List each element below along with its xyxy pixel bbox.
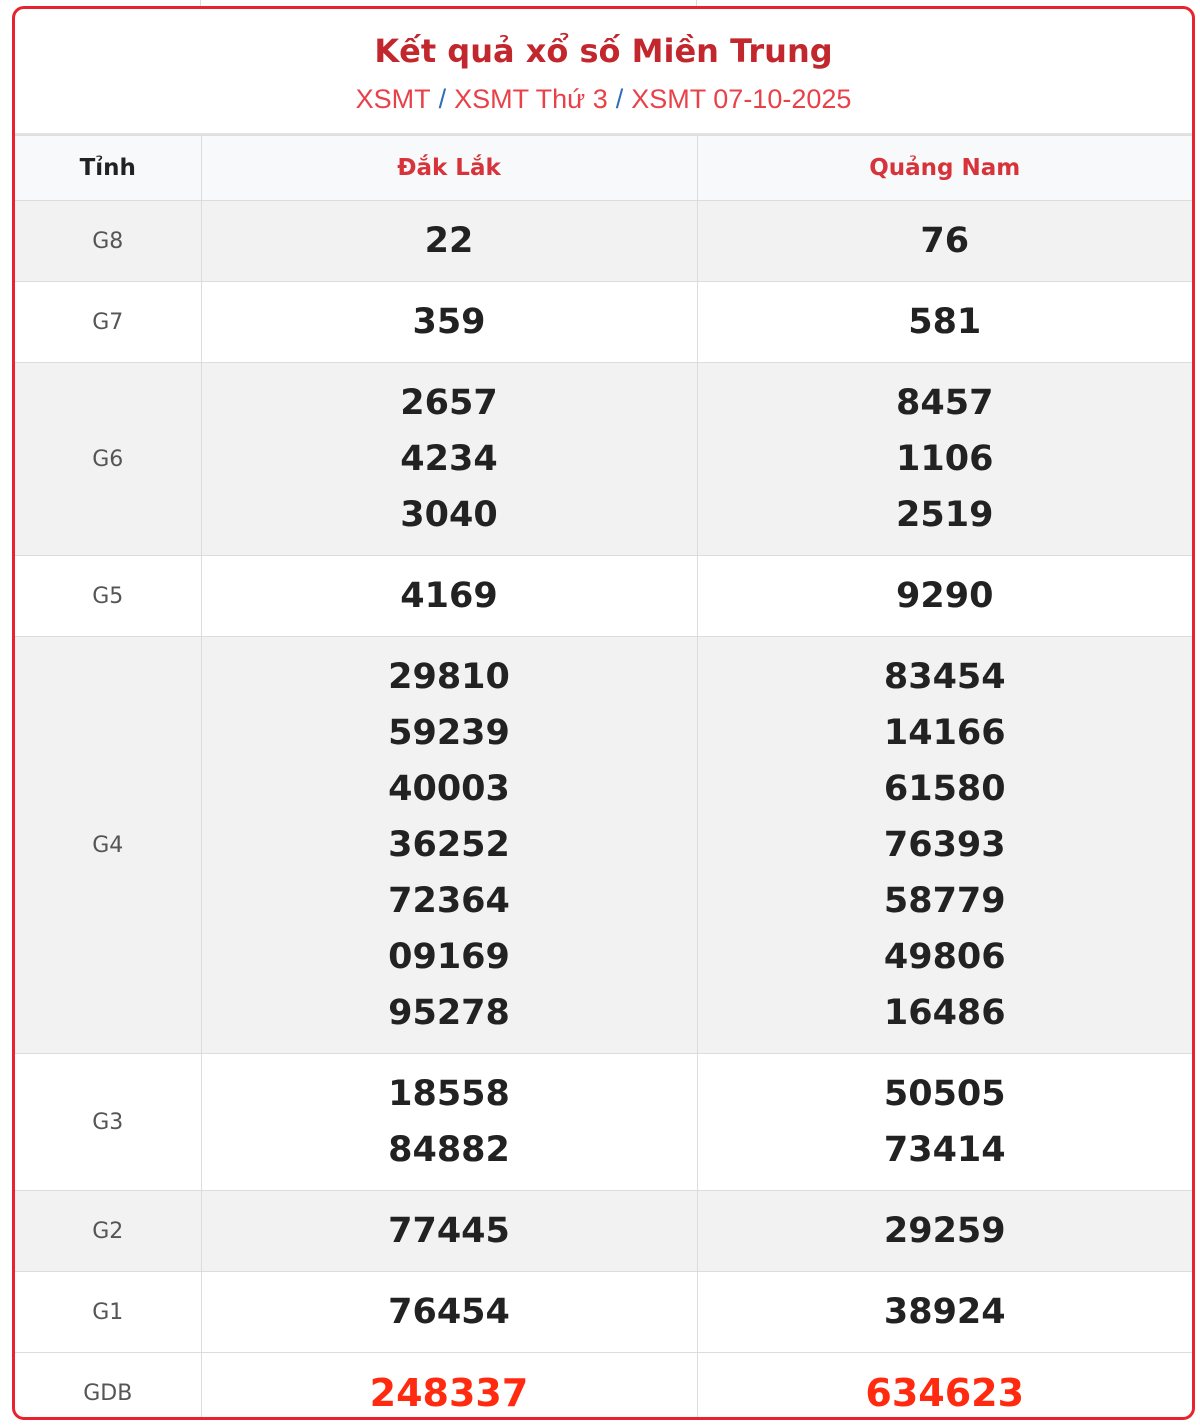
prize-number: 09169	[388, 937, 510, 977]
prize-number: 36252	[388, 825, 510, 865]
result-cell-quang-nam: 83454 14166 61580 76393 58779 49806 16486	[696, 636, 1192, 1054]
prize-number: 9290	[896, 576, 994, 616]
results-table: Tỉnh Đắk Lắk Quảng Nam G8 22 76 G7 359 581 G6 2…	[15, 135, 1192, 1417]
breadcrumb-xsmt-thu-3[interactable]: XSMT Thứ 3	[454, 84, 608, 114]
page-title: Kết quả xổ số Miền Trung	[374, 32, 833, 70]
card-header: Kết quả xổ số Miền Trung XSMT / XSMT Thứ 3…	[15, 9, 1192, 135]
prize-number: 73414	[883, 1130, 1006, 1170]
prize-number: 77445	[388, 1211, 510, 1251]
prize-number: 16486	[883, 993, 1006, 1033]
prize-label: G7	[15, 281, 202, 363]
prize-number: 2519	[896, 495, 994, 535]
result-cell-quang-nam: 634623	[696, 1352, 1192, 1417]
table-row: GDB 248337 634623	[15, 1352, 1192, 1417]
prize-number: 14166	[883, 713, 1006, 753]
result-cell-quang-nam: 38924	[696, 1271, 1192, 1353]
prize-number: 76393	[883, 825, 1006, 865]
prize-number: 4169	[400, 576, 498, 616]
prize-label: G5	[15, 555, 202, 637]
prize-number: 59239	[388, 713, 510, 753]
prize-label: G2	[15, 1190, 202, 1272]
column-header-quang-nam[interactable]: Quảng Nam	[696, 135, 1192, 201]
prize-label: GDB	[15, 1352, 202, 1417]
prize-label: G6	[15, 362, 202, 556]
result-cell-quang-nam: 581	[696, 281, 1192, 363]
result-cell-quang-nam: 76	[696, 200, 1192, 282]
results-card: Kết quả xổ số Miền Trung XSMT / XSMT Thứ 3…	[12, 6, 1195, 1420]
result-cell-dak-lak: 77445	[200, 1190, 698, 1272]
result-cell-dak-lak: 359	[200, 281, 698, 363]
table-row: G3 18558 84882 50505 73414	[15, 1053, 1192, 1191]
prize-label: G4	[15, 636, 202, 1054]
breadcrumb-separator: /	[438, 84, 447, 114]
prize-number: 581	[908, 302, 982, 342]
result-cell-quang-nam: 50505 73414	[696, 1053, 1192, 1191]
prize-label: G1	[15, 1271, 202, 1353]
result-cell-dak-lak: 76454	[200, 1271, 698, 1353]
breadcrumb-separator: /	[615, 84, 624, 114]
table-row: G1 76454 38924	[15, 1271, 1192, 1353]
special-prize-number: 634623	[865, 1371, 1025, 1415]
prize-number: 58779	[883, 881, 1006, 921]
prize-number: 76	[920, 221, 970, 261]
prize-number: 38924	[883, 1292, 1006, 1332]
prize-number: 50505	[883, 1074, 1006, 1114]
result-cell-quang-nam: 8457 1106 2519	[696, 362, 1192, 556]
prize-number: 84882	[388, 1130, 510, 1170]
prize-number: 76454	[388, 1292, 510, 1332]
prize-number: 61580	[883, 769, 1006, 809]
prize-number: 1106	[896, 439, 994, 479]
result-cell-dak-lak: 4169	[200, 555, 698, 637]
result-cell-dak-lak: 2657 4234 3040	[200, 362, 698, 556]
prize-number: 2657	[400, 383, 498, 423]
special-prize-number: 248337	[369, 1371, 529, 1415]
prize-number: 3040	[400, 495, 498, 535]
prize-label: G3	[15, 1053, 202, 1191]
result-cell-dak-lak: 18558 84882	[200, 1053, 698, 1191]
result-cell-quang-nam: 29259	[696, 1190, 1192, 1272]
divider	[200, 0, 201, 6]
table-row: G4 29810 59239 40003 36252 72364 09169 95278 834…	[15, 636, 1192, 1054]
table-row: G8 22 76	[15, 200, 1192, 282]
prize-number: 18558	[388, 1074, 510, 1114]
table-row: G5 4169 9290	[15, 555, 1192, 637]
result-cell-dak-lak: 29810 59239 40003 36252 72364 09169 95278	[200, 636, 698, 1054]
prize-number: 49806	[883, 937, 1006, 977]
column-header-dak-lak[interactable]: Đắk Lắk	[200, 135, 698, 201]
prize-number: 4234	[400, 439, 498, 479]
table-row: G7 359 581	[15, 281, 1192, 363]
table-row: G6 2657 4234 3040 8457 1106 2519	[15, 362, 1192, 556]
breadcrumb-xsmt-date[interactable]: XSMT 07-10-2025	[631, 84, 852, 114]
prize-number: 29259	[883, 1211, 1006, 1251]
prize-number: 29810	[388, 657, 510, 697]
prize-number: 40003	[388, 769, 510, 809]
prize-number: 359	[412, 302, 486, 342]
prize-number: 72364	[388, 881, 510, 921]
column-header-province: Tỉnh	[15, 135, 202, 201]
divider	[696, 0, 697, 6]
result-cell-quang-nam: 9290	[696, 555, 1192, 637]
prize-label: G8	[15, 200, 202, 282]
prize-number: 22	[424, 221, 474, 261]
result-cell-dak-lak: 248337	[200, 1352, 698, 1417]
table-row: G2 77445 29259	[15, 1190, 1192, 1272]
prize-number: 95278	[388, 993, 510, 1033]
prize-number: 8457	[896, 383, 994, 423]
prize-number: 83454	[883, 657, 1006, 697]
breadcrumb: XSMT / XSMT Thứ 3/XSMT 07-10-2025	[15, 83, 1192, 115]
table-header-row: Tỉnh Đắk Lắk Quảng Nam	[15, 135, 1192, 201]
result-cell-dak-lak: 22	[200, 200, 698, 282]
breadcrumb-xsmt[interactable]: XSMT	[355, 84, 431, 114]
